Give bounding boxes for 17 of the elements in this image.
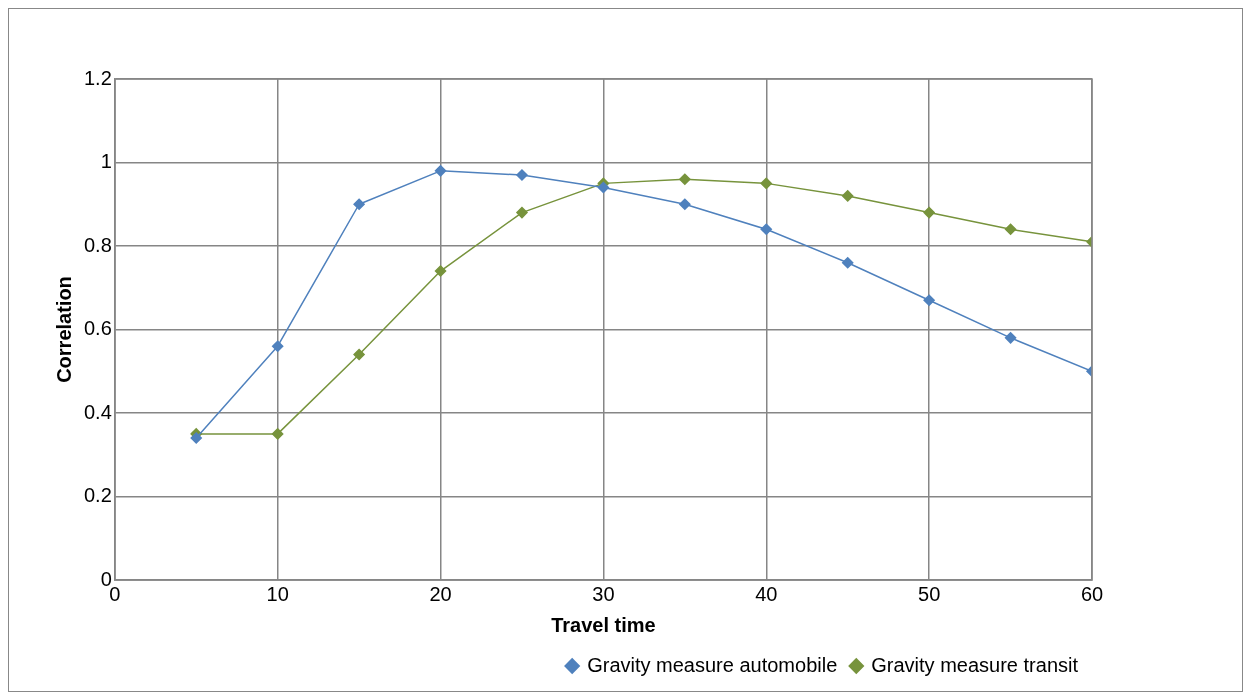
y-tick-label: 0.6 [83,317,112,340]
legend-label: Gravity measure automobile [587,653,838,676]
y-tick-label: 0.2 [83,484,112,507]
x-tick-label: 10 [266,582,289,605]
y-tick-label: 0.4 [83,400,112,423]
x-tick-label: 30 [592,582,615,605]
y-axis-title: Correlation [52,276,75,383]
y-tick-label: 1 [100,150,112,173]
y-tick-label: 0 [100,567,112,590]
x-tick-label: 50 [918,582,941,605]
x-axis-title: Travel time [551,613,656,636]
y-tick-label: 0.8 [83,233,112,256]
x-tick-label: 60 [1080,582,1104,605]
x-tick-label: 20 [429,582,452,605]
x-tick-label: 40 [755,582,778,605]
legend-label: Gravity measure transit [871,653,1079,676]
y-tick-label: 1.2 [83,66,112,89]
